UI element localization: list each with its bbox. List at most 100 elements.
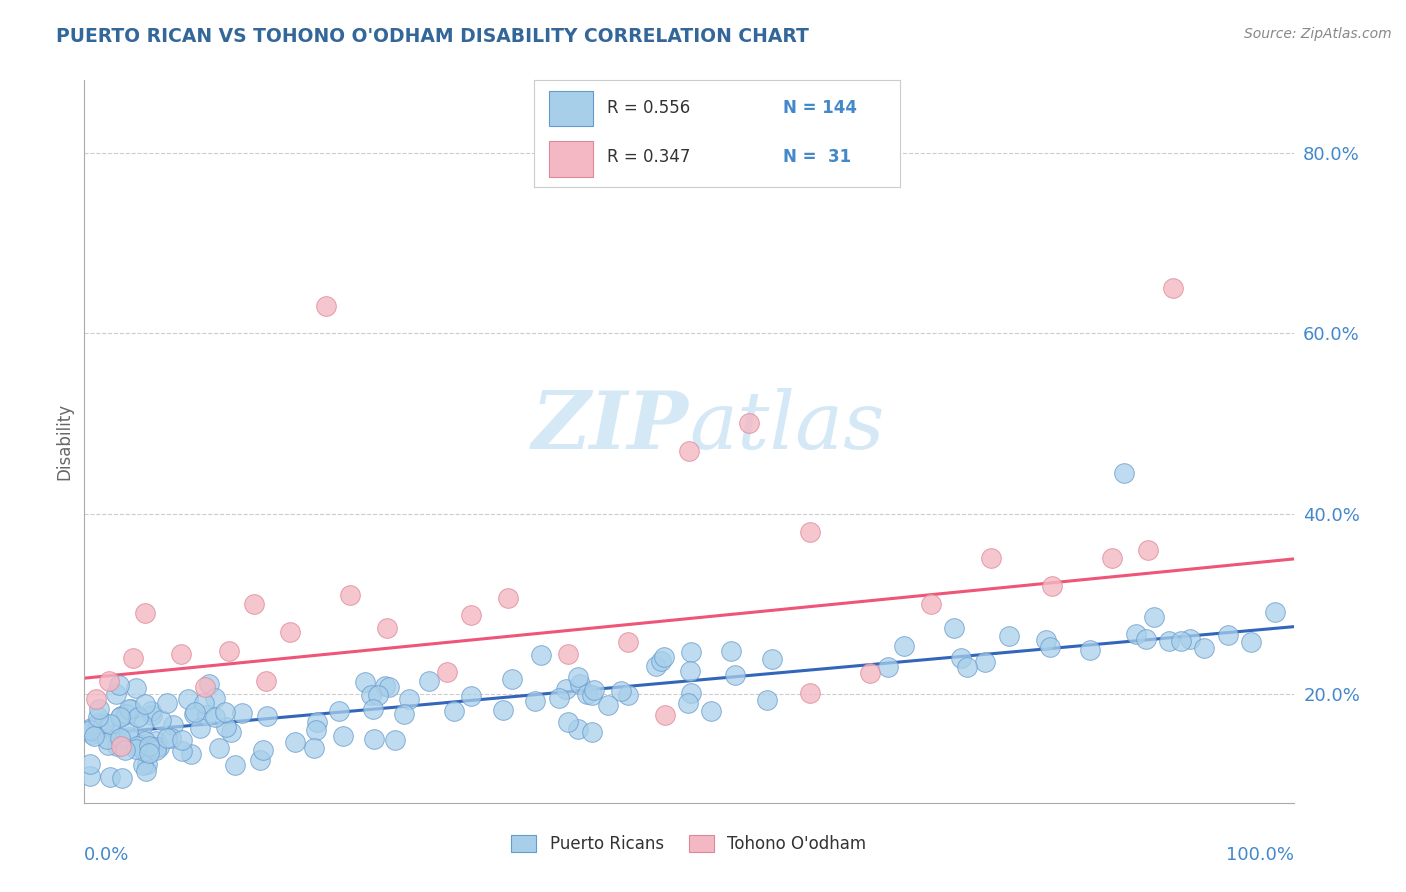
Point (582, 682, 605, 697)
Point (974, 655, 997, 669)
Point (650, 654, 672, 668)
Point (104, 687, 127, 701)
Point (79, 723, 101, 738)
Point (384, 732, 406, 747)
Point (87, 702, 110, 716)
Point (224, 757, 246, 772)
Point (83, 729, 105, 743)
Point (231, 706, 253, 720)
Point (581, 725, 603, 739)
Point (567, 722, 589, 736)
Point (567, 670, 589, 684)
Point (79, 769, 101, 783)
Point (134, 734, 156, 748)
Point (877, 660, 900, 674)
Point (96, 732, 118, 747)
Point (738, 417, 761, 431)
Point (79, 757, 101, 772)
Point (129, 738, 152, 752)
Point (644, 658, 666, 673)
Point (998, 629, 1021, 643)
Text: R = 0.347: R = 0.347 (607, 148, 690, 166)
Point (162, 718, 184, 732)
Point (87, 710, 110, 724)
Point (97, 738, 120, 752)
Text: N = 144: N = 144 (783, 99, 856, 117)
Point (252, 743, 274, 757)
Point (1157, 633, 1180, 648)
Point (443, 704, 465, 718)
Point (367, 689, 389, 703)
Text: atlas: atlas (689, 388, 884, 466)
Point (155, 696, 177, 710)
Point (108, 678, 131, 692)
Point (172, 732, 194, 747)
Legend: Puerto Ricans, Tohono O'odham: Puerto Ricans, Tohono O'odham (505, 828, 873, 860)
Point (104, 727, 127, 741)
Point (654, 707, 676, 722)
Point (1135, 632, 1157, 647)
Point (581, 688, 603, 702)
Point (145, 733, 167, 747)
Point (207, 741, 229, 756)
Point (120, 702, 142, 716)
Point (134, 697, 156, 711)
Point (195, 707, 218, 722)
Point (678, 443, 700, 458)
Point (576, 687, 599, 701)
Point (156, 731, 179, 745)
Point (105, 739, 128, 753)
Point (80, 727, 103, 741)
Point (328, 704, 350, 718)
Point (363, 701, 385, 715)
Text: 100.0%: 100.0% (1226, 847, 1294, 864)
Point (284, 735, 307, 749)
Point (141, 707, 163, 722)
Point (375, 621, 398, 635)
Point (204, 691, 226, 706)
Text: Source: ZipAtlas.com: Source: ZipAtlas.com (1244, 27, 1392, 41)
Point (893, 639, 915, 653)
Point (131, 758, 153, 772)
Point (170, 647, 193, 661)
Point (125, 742, 148, 756)
Point (138, 740, 160, 755)
Point (114, 742, 136, 756)
Point (98, 770, 121, 784)
Point (1170, 634, 1192, 648)
Point (115, 707, 138, 722)
Point (145, 743, 167, 757)
Point (135, 764, 157, 779)
Point (184, 706, 207, 720)
Point (183, 707, 205, 722)
Point (980, 550, 1002, 565)
Point (197, 677, 219, 691)
Point (610, 683, 633, 698)
Point (374, 679, 396, 693)
Point (676, 697, 699, 711)
Point (524, 694, 547, 708)
Point (354, 675, 377, 690)
Point (132, 744, 155, 758)
Point (117, 723, 139, 738)
Point (215, 720, 238, 734)
Point (460, 608, 482, 623)
Point (943, 621, 966, 635)
Point (1039, 640, 1062, 654)
Point (799, 686, 821, 700)
Point (1040, 579, 1063, 593)
Point (170, 743, 193, 757)
Point (598, 698, 620, 712)
Point (87, 715, 110, 730)
Point (110, 739, 132, 754)
Point (956, 659, 979, 673)
Point (859, 665, 882, 680)
Point (93, 715, 115, 730)
Point (138, 739, 160, 754)
Point (108, 731, 131, 745)
Point (131, 718, 153, 732)
Point (194, 680, 217, 694)
Point (97, 673, 120, 688)
Point (679, 685, 702, 699)
Point (1114, 466, 1136, 480)
